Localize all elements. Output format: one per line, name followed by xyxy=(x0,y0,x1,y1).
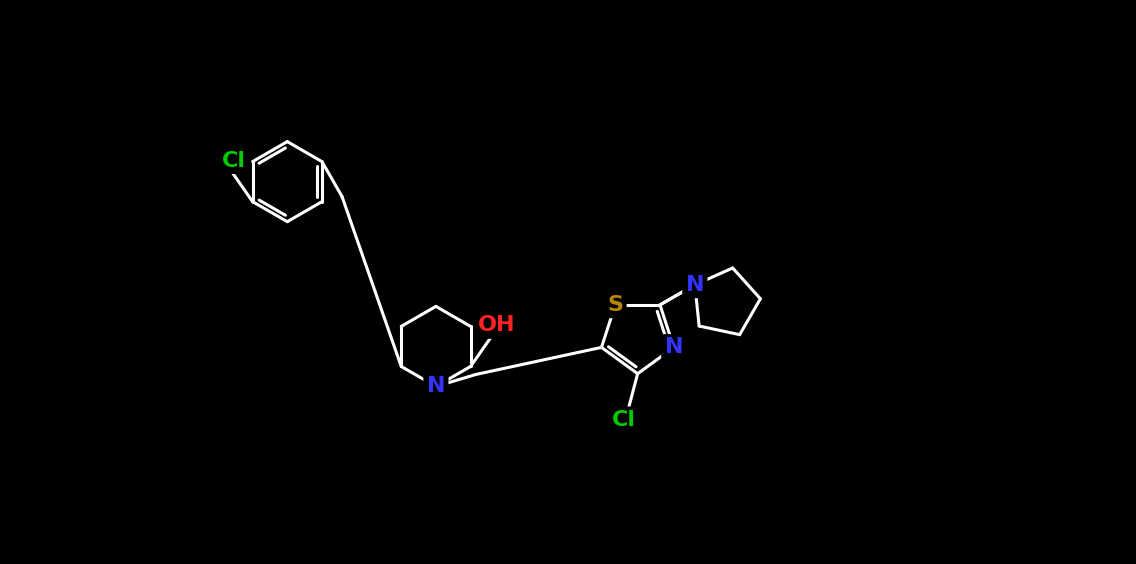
Text: N: N xyxy=(427,376,445,396)
Text: OH: OH xyxy=(478,315,516,336)
Text: N: N xyxy=(686,275,704,295)
Text: Cl: Cl xyxy=(612,410,636,430)
Text: Cl: Cl xyxy=(223,151,247,171)
Text: S: S xyxy=(608,295,624,315)
Text: N: N xyxy=(665,337,683,358)
